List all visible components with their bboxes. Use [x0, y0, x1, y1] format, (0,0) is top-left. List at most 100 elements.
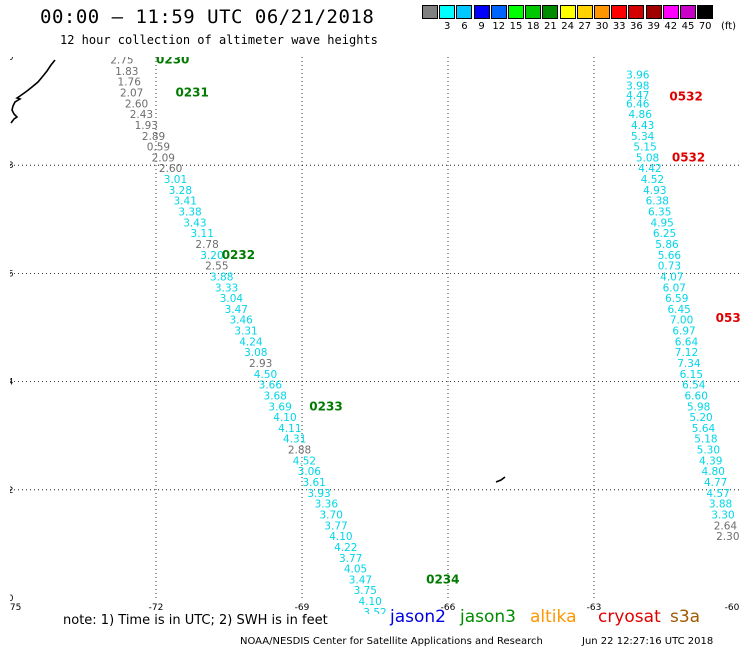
satellite-legend-item: cryosat: [598, 607, 661, 627]
wave-height-value: 2.30: [716, 531, 739, 543]
coastline: [10, 59, 506, 483]
colorbar-label: 36: [630, 21, 643, 32]
wave-height-value: 5.66: [658, 250, 682, 262]
wave-height-value: 3.20: [200, 250, 223, 262]
colorbar-swatch: [422, 5, 438, 19]
lat-tick-label: 30: [10, 594, 14, 604]
wave-height-value: 2.55: [205, 261, 228, 273]
wave-height-value: 2.89: [142, 131, 165, 143]
wave-height-value: 1.93: [135, 120, 158, 132]
colorbar-swatch: [680, 5, 696, 19]
wave-height-value: 4.77: [704, 477, 727, 489]
footer-note: note: 1) Time is in UTC; 2) SWH is in fe…: [63, 613, 328, 628]
wave-height-value: 4.42: [638, 163, 661, 175]
colorbar-unit: (ft): [721, 21, 737, 32]
wave-height-value: 6.38: [646, 196, 669, 208]
wave-height-value: 3.01: [164, 174, 187, 186]
colorbar-label: 18: [526, 21, 540, 32]
wave-height-value: 4.22: [334, 542, 357, 554]
lat-tick-label: 34: [10, 378, 14, 388]
wave-height-value: 1.83: [115, 66, 138, 78]
wave-height-value: 4.24: [239, 336, 263, 348]
lat-tick-label: 36: [10, 269, 14, 279]
wave-height-value: 6.59: [665, 293, 688, 305]
wave-height-value: 3.43: [183, 217, 206, 229]
lon-tick-label: -66: [441, 603, 456, 613]
pass-time-label: 0232: [222, 248, 255, 262]
colorbar-swatch: [490, 5, 507, 19]
graticule: [10, 57, 740, 598]
colorbar-swatch: [525, 5, 542, 19]
lon-tick-label: -69: [295, 603, 310, 613]
wave-height-value: 3.28: [169, 185, 192, 197]
wave-height-value: 2.64: [714, 520, 738, 532]
wave-height-value: 4.50: [254, 369, 277, 381]
lat-tick-label: 32: [10, 486, 13, 496]
wave-height-value: 2.78: [195, 239, 218, 251]
pass-time-label: 0532: [672, 150, 705, 164]
wave-height-value: 1.76: [118, 77, 142, 89]
timestamp-text: Jun 22 12:27:16 UTC 2018: [582, 636, 714, 647]
wave-height-value: 3.04: [220, 293, 244, 305]
wave-height-value: 3.11: [191, 228, 214, 240]
lon-tick-label: -63: [587, 603, 602, 613]
wave-height-value: 6.35: [648, 207, 671, 219]
wave-height-value: 3.69: [268, 401, 291, 413]
pass-time-label: 0234: [426, 572, 459, 586]
colorbar-swatch: [473, 5, 490, 19]
pass-time-label: 0532: [669, 89, 702, 103]
credit-text: NOAA/NESDIS Center for Satellite Applica…: [240, 636, 543, 647]
wave-height-value: 6.25: [653, 228, 676, 240]
colorbar-label: 3: [444, 21, 451, 32]
wave-height-value: 4.93: [643, 185, 666, 197]
lat-tick-label: 40: [10, 57, 14, 63]
wave-height-value: 3.66: [259, 380, 283, 392]
wave-height-value: 2.75: [110, 57, 133, 66]
wave-height-value: 3.36: [315, 499, 339, 511]
colorbar-swatch: [456, 5, 473, 19]
wave-height-value: 3.33: [215, 282, 238, 294]
wave-height-value: 3.77: [339, 553, 362, 565]
wave-height-value: 6.64: [675, 336, 699, 348]
colorbar-label: 24: [561, 21, 574, 32]
wave-height-value: 7.12: [675, 347, 698, 359]
wave-height-value: 6.60: [685, 390, 708, 402]
wave-height-value: 6.45: [667, 304, 690, 316]
colorbar-label: 30: [595, 21, 609, 32]
wave-height-value: 6.15: [680, 369, 703, 381]
wave-height-value: 4.80: [702, 466, 725, 478]
pass-time-label: 0531: [716, 311, 740, 325]
wave-height-value: 4.47: [626, 90, 649, 102]
wave-height-value: 6.07: [663, 282, 686, 294]
colorbar-swatch: [508, 5, 524, 19]
page-title: 00:00 – 11:59 UTC 06/21/2018: [40, 6, 375, 28]
coastline-path: [10, 59, 56, 124]
colorbar-label: 9: [478, 21, 485, 32]
wave-height-value: 4.86: [629, 109, 653, 121]
colorbar-swatch: [628, 5, 645, 19]
lon-tick-label: -75: [10, 603, 21, 613]
pass-labels: 0230023102320233023405320532053105300530…: [156, 57, 740, 586]
wave-height-value: 4.10: [358, 596, 381, 608]
wave-height-value: 4.11: [278, 423, 301, 435]
pass-time-label: 0233: [309, 399, 342, 413]
pass-time-label: 0230: [156, 57, 189, 66]
wave-height-value: 3.38: [178, 207, 201, 219]
wave-height-value: 4.39: [699, 455, 722, 467]
lon-tick-label: -72: [149, 603, 164, 613]
wave-height-value: 4.52: [293, 455, 316, 467]
colorbar-label: 15: [509, 21, 523, 32]
wave-height-value: 4.05: [344, 564, 367, 576]
wave-height-value: 3.30: [711, 509, 734, 521]
colorbar-label: 45: [681, 21, 695, 32]
wave-height-value: 3.88: [709, 499, 732, 511]
wave-height-value: 3.08: [244, 347, 267, 359]
colorbar-label: 70: [698, 21, 712, 32]
wave-height-value: 0.73: [658, 261, 681, 273]
colorbar-label: 39: [647, 21, 660, 32]
wave-height-value: 3.47: [225, 304, 248, 316]
wave-height-value: 5.30: [697, 445, 720, 457]
colorbar-label: 21: [544, 21, 557, 32]
wave-height-value: 6.54: [682, 380, 706, 392]
colorbar-label: 27: [578, 21, 592, 32]
